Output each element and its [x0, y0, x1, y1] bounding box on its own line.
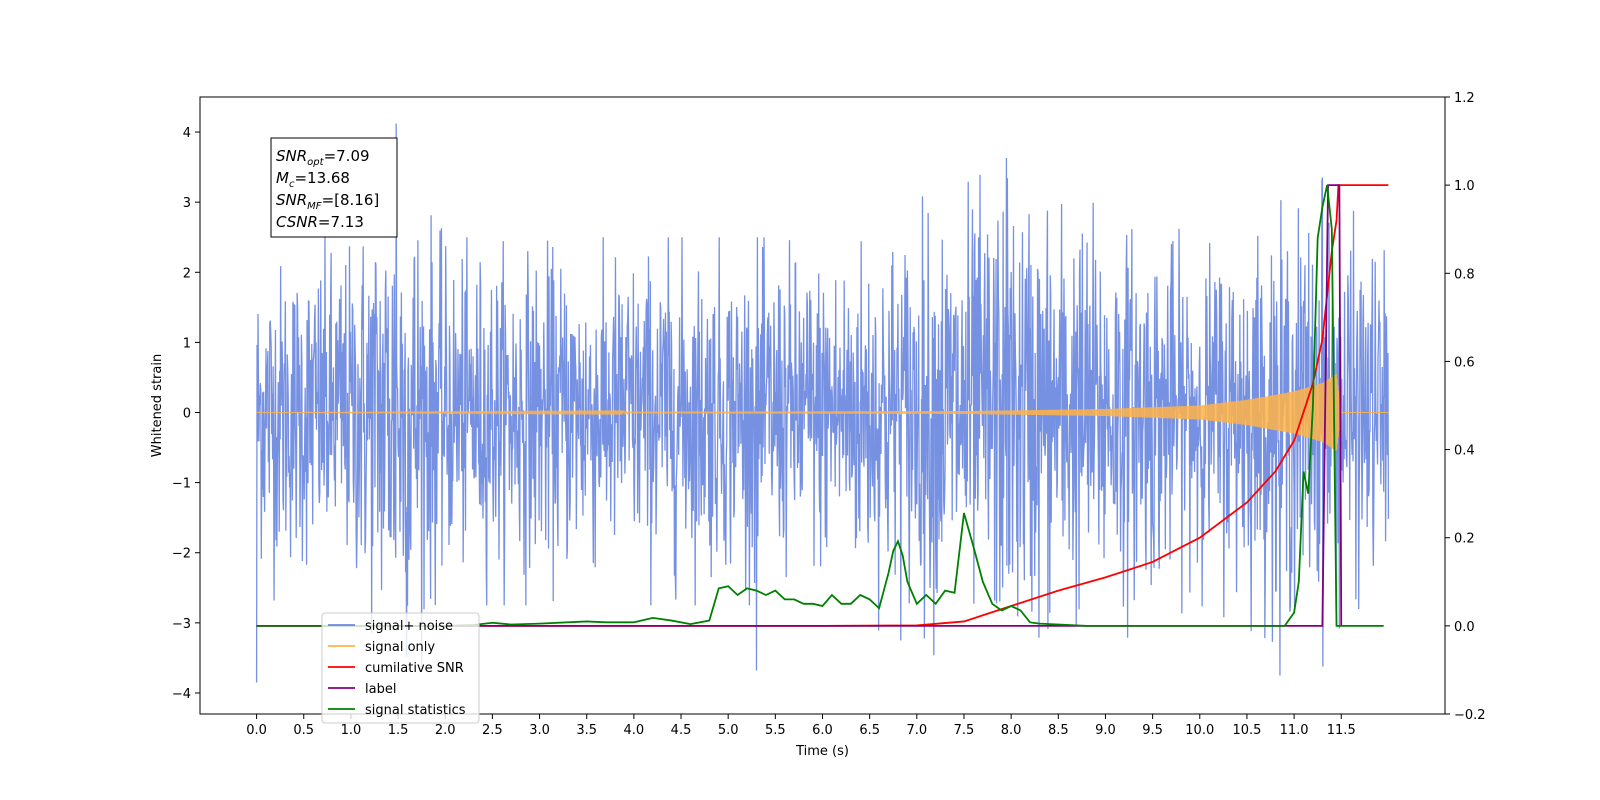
- y-left-tick-label: 4: [183, 126, 191, 141]
- y-right-tick-label: 0.2: [1454, 532, 1475, 547]
- y-left-tick-label: −4: [172, 687, 191, 702]
- legend-frame: [321, 612, 480, 724]
- annotation-line: Mc=13.68: [276, 169, 350, 190]
- legend-label: signal statistics: [365, 703, 466, 718]
- y-left-tick-label: −2: [172, 547, 191, 562]
- x-tick-label: 4.5: [671, 723, 692, 738]
- y-right-tick-label: 0.4: [1454, 444, 1475, 459]
- x-tick-label: 6.0: [812, 723, 833, 738]
- x-tick-label: 7.5: [954, 723, 975, 738]
- x-tick-label: 9.5: [1142, 723, 1163, 738]
- y-right-tick-label: 0.0: [1454, 620, 1475, 635]
- legend-label: signal+ noise: [365, 619, 453, 634]
- y-left-tick-label: 0: [183, 407, 191, 422]
- y-right-tick-label: −0.2: [1454, 708, 1486, 723]
- x-tick-label: 1.0: [341, 723, 362, 738]
- y-right-tick-label: 0.8: [1454, 267, 1475, 282]
- x-tick-label: 3.5: [576, 723, 597, 738]
- axes: 0.0 0.5 1.0 1.5 2.0 2.5 3.0 3.5 4.0 4.5 5.0 5.5 6.0 6…: [150, 91, 1486, 759]
- plot-area: [255, 123, 1390, 683]
- x-tick-label: 4.0: [624, 723, 645, 738]
- y-left-tick-label: 1: [183, 336, 191, 351]
- series-label-line: [256, 184, 1343, 627]
- y-right-tick-label: 1.0: [1454, 179, 1475, 194]
- series-signal-only-line: [256, 374, 1389, 451]
- x-tick-label: 11.0: [1280, 723, 1309, 738]
- y-left-tick-label: 3: [183, 196, 191, 211]
- y-left-tick-label: 2: [183, 266, 191, 281]
- legend: signal+ noise signal only cumilative SNR la…: [321, 612, 480, 724]
- series-signal-statistics-line: [256, 184, 1384, 627]
- annotation-frame: [270, 137, 398, 238]
- y-axis-label: Whitened strain: [150, 354, 165, 457]
- y-left-tick-label: −3: [172, 617, 191, 632]
- x-tick-label: 5.5: [765, 723, 786, 738]
- x-axis-label: Time (s): [795, 744, 849, 759]
- annotation-line: CSNR=7.13: [276, 213, 364, 231]
- x-tick-label: 2.0: [435, 723, 456, 738]
- x-tick-label: 10.0: [1185, 723, 1214, 738]
- y-left-tick-label: −1: [172, 477, 191, 492]
- x-tick-label: 3.0: [529, 723, 550, 738]
- x-tick-label: 9.0: [1095, 723, 1116, 738]
- annotation-line: SNRMF=[8.16]: [276, 191, 379, 212]
- y-right-tick-label: 0.6: [1454, 355, 1475, 370]
- annotation-line: SNRopt=7.09: [276, 147, 370, 168]
- x-tick-label: 0.0: [246, 723, 267, 738]
- x-tick-label: 0.5: [293, 723, 314, 738]
- x-tick-label: 8.5: [1048, 723, 1069, 738]
- x-tick-label: 8.0: [1001, 723, 1022, 738]
- x-tick-label: 6.5: [859, 723, 880, 738]
- legend-label: label: [365, 682, 396, 697]
- legend-label: signal only: [365, 640, 435, 655]
- legend-label: cumilative SNR: [365, 661, 464, 676]
- x-tick-label: 10.5: [1232, 723, 1261, 738]
- x-tick-label: 5.0: [718, 723, 739, 738]
- y-right-tick-label: 1.2: [1454, 91, 1475, 106]
- x-tick-label: 1.5: [388, 723, 409, 738]
- x-tick-label: 7.0: [906, 723, 927, 738]
- series-signal-noise-line: [255, 123, 1390, 683]
- x-tick-label: 2.5: [482, 723, 503, 738]
- x-tick-label: 11.5: [1327, 723, 1356, 738]
